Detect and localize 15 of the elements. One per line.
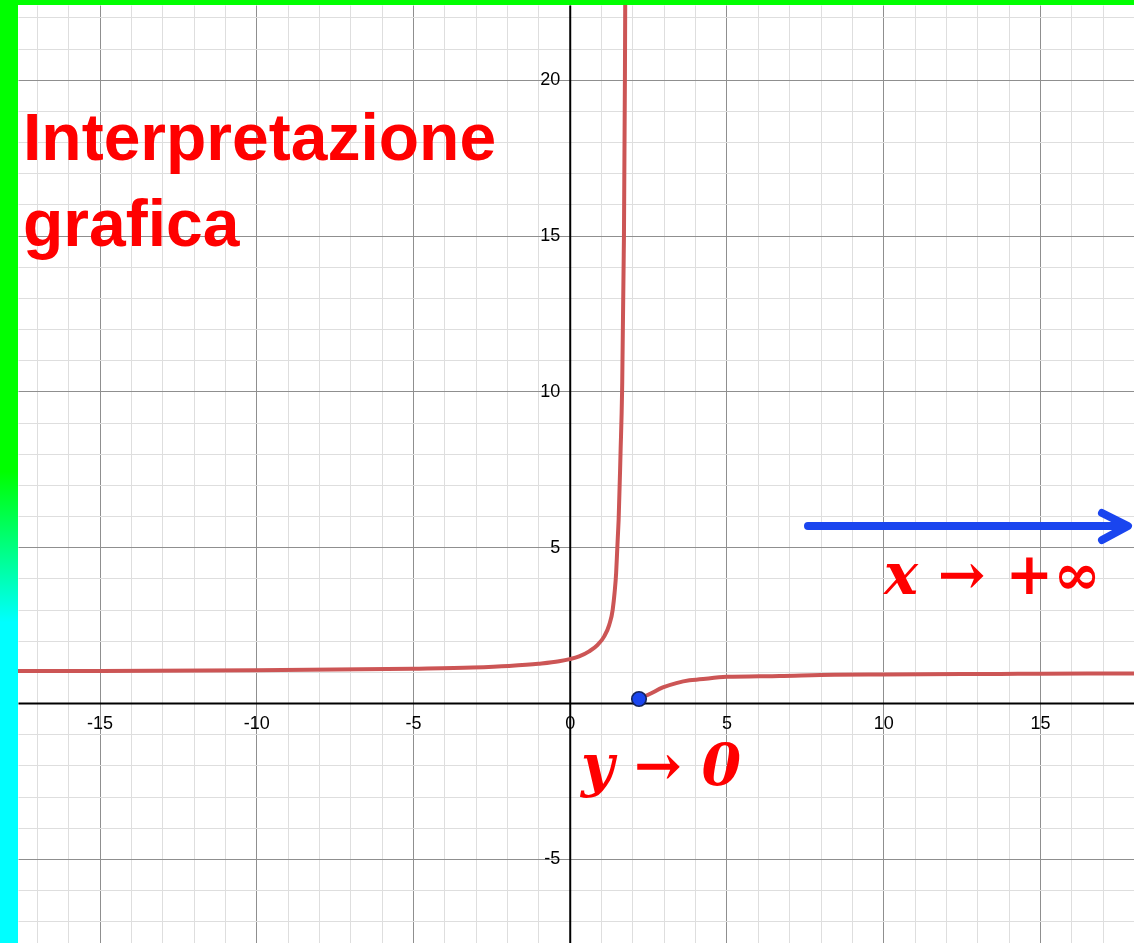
line-series	[18, 5, 628, 673]
x-tick-label: -15	[87, 712, 114, 733]
x-tick-label: 15	[1030, 712, 1051, 733]
x-tick-label: 10	[873, 712, 894, 733]
y-tick-label: 5	[550, 536, 561, 557]
annotation: y → 0	[579, 731, 742, 798]
y-tick-label: -5	[544, 848, 561, 869]
y-tick-label: 20	[540, 69, 561, 90]
y-tick-label: 10	[540, 380, 561, 401]
x-tick-label: -10	[243, 712, 270, 733]
y-tick-label: 15	[540, 225, 561, 246]
x-tick-label: 5	[721, 712, 732, 733]
annotation: x → +∞	[883, 540, 1101, 607]
x-tick-label: -5	[405, 712, 422, 733]
text: Interpretazione grafica	[23, 100, 497, 260]
